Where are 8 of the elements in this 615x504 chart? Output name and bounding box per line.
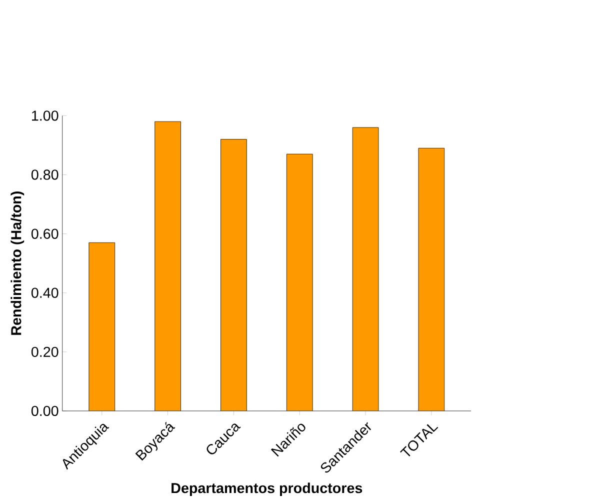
- y-tick-label: 0.40: [31, 288, 58, 298]
- y-tick-label: 0.60: [31, 228, 58, 239]
- y-tick-label: 0.00: [31, 406, 58, 416]
- y-axis-title: Rendimiento (Ha/ton): [10, 191, 24, 335]
- y-tick-label: 0.80: [31, 169, 58, 180]
- x-axis-title: Departamentos productores: [172, 482, 362, 496]
- y-tick-label: 0.20: [31, 346, 58, 357]
- y-tick-label: 1.00: [32, 110, 58, 121]
